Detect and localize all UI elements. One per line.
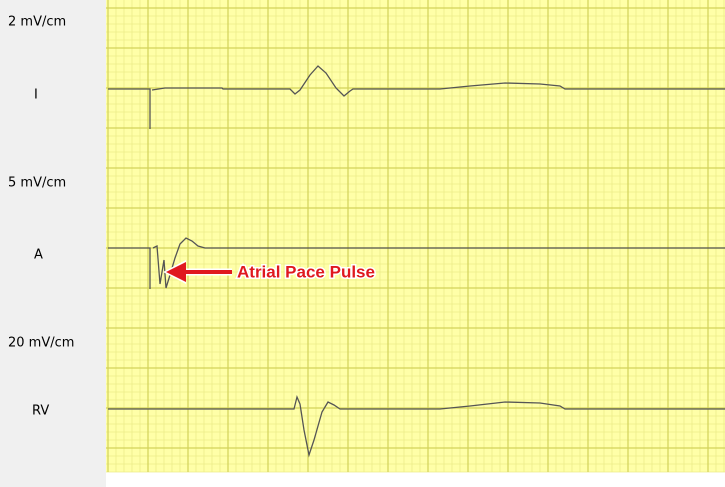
- channel-label: A: [34, 248, 43, 263]
- label-panel: [0, 0, 106, 487]
- trace-rv: [108, 394, 725, 458]
- scale-label: 5 mV/cm: [8, 176, 66, 191]
- scale-label: 20 mV/cm: [8, 336, 74, 351]
- trace-i: [108, 65, 725, 129]
- channel-label: I: [34, 88, 38, 103]
- grid-background: [106, 0, 725, 472]
- annotation-text: Atrial Pace Pulse: [237, 262, 375, 281]
- scale-label: 2 mV/cm: [8, 15, 66, 30]
- annotation-arrow: [163, 260, 232, 284]
- channel-label: RV: [32, 404, 49, 419]
- trace-a: [108, 237, 725, 289]
- grid: [106, 0, 725, 473]
